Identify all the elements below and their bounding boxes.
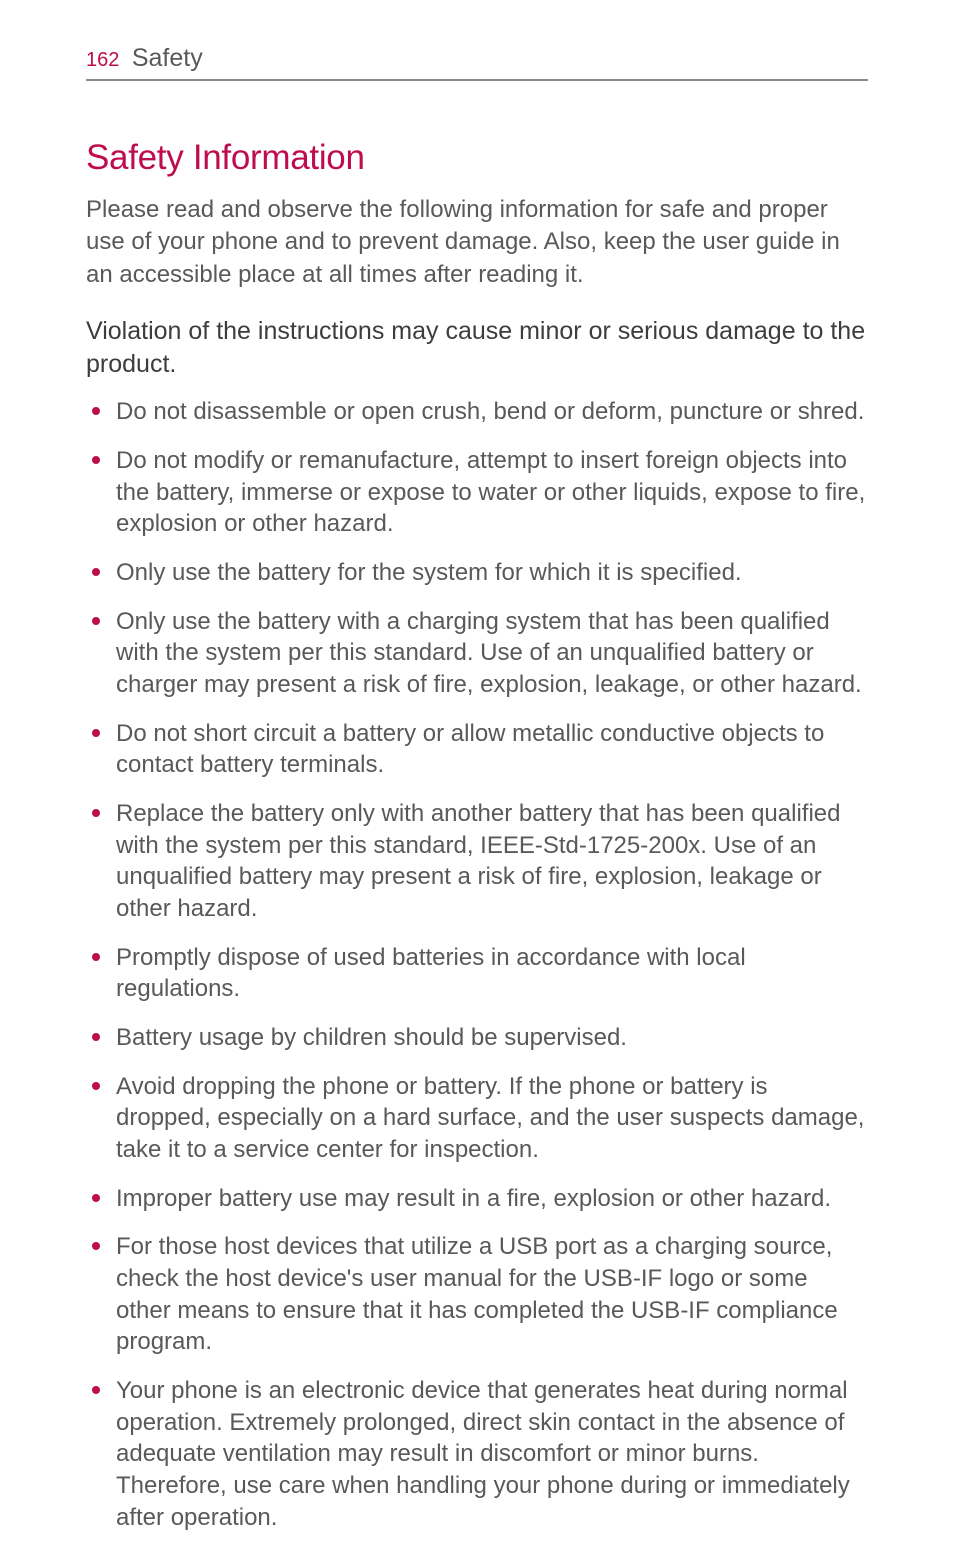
list-item: Improper battery use may result in a fir… <box>86 1183 868 1215</box>
list-item: Avoid dropping the phone or battery. If … <box>86 1071 868 1166</box>
list-item: Only use the battery with a charging sys… <box>86 606 868 701</box>
section-name: Safety <box>132 44 203 73</box>
list-item: Your phone is an electronic device that … <box>86 1375 868 1533</box>
bullet-list: Do not disassemble or open crush, bend o… <box>86 396 868 1533</box>
list-item: For those host devices that utilize a US… <box>86 1231 868 1358</box>
list-item: Battery usage by children should be supe… <box>86 1022 868 1054</box>
list-item: Replace the battery only with another ba… <box>86 798 868 925</box>
list-item: Only use the battery for the system for … <box>86 557 868 589</box>
intro-paragraph: Please read and observe the following in… <box>86 194 868 291</box>
page-title: Safety Information <box>86 138 868 178</box>
list-item: Do not short circuit a battery or allow … <box>86 718 868 781</box>
list-item: Do not modify or remanufacture, attempt … <box>86 445 868 540</box>
page-header: 162 Safety <box>86 44 868 81</box>
list-item: Do not disassemble or open crush, bend o… <box>86 396 868 428</box>
subheading: Violation of the instructions may cause … <box>86 315 868 380</box>
page-number: 162 <box>86 49 119 72</box>
page-content: Safety Information Please read and obser… <box>86 138 868 1550</box>
list-item: Promptly dispose of used batteries in ac… <box>86 942 868 1005</box>
